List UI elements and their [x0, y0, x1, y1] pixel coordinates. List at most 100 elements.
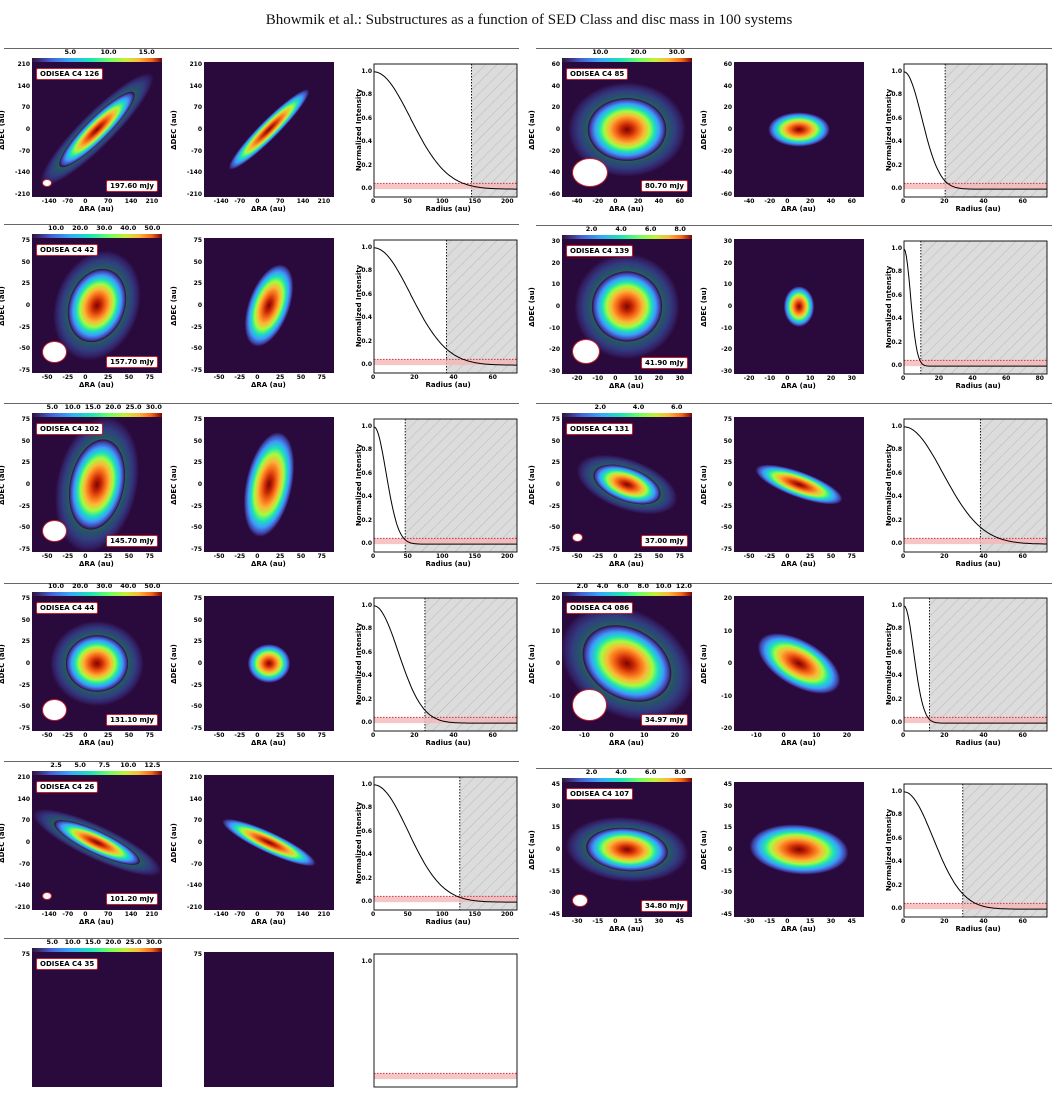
colorbar-tick: 8.0: [637, 582, 650, 590]
colorbar-gradient: [32, 948, 162, 953]
y-tick: 0.6: [361, 290, 372, 298]
y-tick: -210: [186, 191, 202, 198]
noise-band: [904, 717, 1047, 724]
y-tick: 0.4: [361, 138, 372, 146]
x-tick: -30: [743, 918, 755, 925]
beam-ellipse: [42, 178, 52, 187]
y-tick: 60: [551, 61, 560, 68]
y-tick: 0.4: [361, 672, 372, 680]
y-tick: 0.4: [891, 138, 902, 146]
y-tick: 70: [21, 817, 30, 825]
y-tick: 0: [25, 126, 30, 133]
x-tick: 25: [104, 553, 113, 560]
x-tick: 75: [145, 553, 154, 560]
source-name-label: ODISEA C4 107: [566, 788, 634, 800]
colorbar-gradient: [32, 234, 162, 239]
x-tick: 0: [371, 374, 376, 381]
y-tick: 0.0: [361, 540, 372, 548]
noise-band: [904, 903, 1047, 910]
x-tick: 60: [1018, 918, 1027, 925]
x-tick: -70: [234, 198, 246, 205]
x-axis-label: ΔRA (au): [781, 925, 816, 933]
radial-profile-panel: 1.0 0.8 0.6 0.4 0.2 0.0 0 50 100 150 200 Radius (au…: [352, 417, 518, 582]
y-tick: -50: [191, 345, 202, 353]
y-tick: 75: [193, 951, 202, 958]
model-disc: [757, 633, 841, 694]
y-tick: 0.4: [891, 672, 902, 680]
y-tick: 0.8: [891, 91, 902, 99]
image-panel: ODISEA C4 85 80.70 mJy 60 40 20 0 -20 -40 -60 -40…: [528, 61, 698, 227]
row-separator: [4, 224, 519, 225]
x-tick: 140: [124, 911, 138, 918]
y-axis-label: ΔDEC (au): [0, 109, 6, 150]
x-tick: 25: [276, 553, 285, 560]
outside-disc-region: [980, 419, 1047, 552]
y-axis-label: Normalized Intensity: [355, 88, 364, 171]
x-tick: 20: [940, 553, 949, 560]
x-tick: -50: [213, 732, 225, 739]
image-panel: ODISEA C4 126 197.60 mJy 210 140 70 0 -70 -140-…: [0, 61, 168, 227]
y-tick: 0.4: [891, 858, 902, 866]
observed-disc: [587, 98, 667, 161]
y-tick: 0.4: [361, 493, 372, 501]
x-tick: 50: [296, 732, 306, 739]
x-axis-label: ΔRA (au): [251, 205, 286, 213]
x-axis-label: ΔRA (au): [609, 205, 644, 213]
x-tick: -15: [592, 918, 604, 925]
y-tick: -25: [721, 502, 732, 510]
model-image: [734, 782, 864, 917]
y-tick: 0: [197, 481, 202, 488]
noise-band: [904, 360, 1047, 367]
x-tick: 75: [847, 553, 856, 560]
model-image: [204, 238, 334, 373]
radial-profile-plot: [373, 953, 518, 1088]
y-tick: 25: [193, 280, 202, 288]
y-tick: 1.0: [891, 244, 902, 252]
y-tick: -20: [549, 147, 560, 155]
observed-disc: [65, 635, 129, 692]
row-separator: [4, 48, 519, 49]
x-tick: -10: [764, 375, 776, 382]
colorbar-tick: 15.0: [138, 48, 155, 56]
y-tick: 0.8: [361, 625, 372, 633]
x-tick: -15: [764, 918, 776, 925]
y-tick: 0: [727, 846, 732, 853]
y-tick: 0.2: [891, 338, 902, 346]
model-panel: 75 50 25 0 -25 -50 -75 -50 -25 0 25 50 75 ΔRA (au) ΔDE…: [170, 595, 340, 761]
source-name-label: ODISEA C4 42: [36, 244, 99, 256]
y-tick: 15: [551, 824, 560, 832]
radial-profile-panel: 1.0 0.8 0.6 0.4 0.2 0.0 0 20 40 60 80 Radius (au) No…: [882, 239, 1048, 404]
x-tick: 40: [968, 375, 977, 382]
image-panel: ODISEA C4 131 37.00 mJy 75 50 25 0 -25 -50 -75 -5…: [528, 416, 698, 582]
y-tick: -25: [191, 323, 202, 331]
x-tick: 15: [634, 918, 643, 925]
colorbar: 2.0 4.0 6.0 8.0 10.0 12.0: [562, 582, 692, 597]
x-tick: -70: [62, 198, 74, 205]
x-tick: -25: [764, 553, 776, 560]
y-tick: 0.0: [891, 719, 902, 727]
y-tick: 1.0: [361, 601, 372, 609]
y-tick: 0.2: [891, 695, 902, 703]
y-tick: 1.0: [361, 780, 372, 788]
x-axis-label: ΔRA (au): [251, 739, 286, 747]
radial-profile-panel: 1.0 0.8 0.6 0.4 0.2 0.0 0 50 100 150 200 Radius (au…: [352, 775, 518, 940]
x-tick: 50: [124, 374, 134, 381]
colorbar-tick: 10.0: [592, 48, 609, 56]
y-tick: -75: [191, 725, 202, 732]
x-tick: -25: [234, 732, 246, 739]
colorbar: 10.0 20.0 30.0 40.0 50.0: [32, 224, 162, 239]
model-panel: 75 50 25 0 -25 -50 -75 -50 -25 0 25 50 75 ΔRA (au) ΔDE…: [170, 416, 340, 582]
y-tick: 1.0: [891, 422, 902, 430]
radial-axes-frame: [903, 783, 1048, 918]
x-tick: 100: [436, 198, 449, 205]
colorbar: 2.0 4.0 6.0 8.0: [562, 768, 692, 783]
noise-band: [374, 896, 517, 903]
model-image: [734, 596, 864, 731]
y-axis-label: ΔDEC (au): [169, 285, 178, 326]
x-tick: 0: [901, 375, 906, 382]
y-tick: -25: [19, 323, 30, 331]
y-tick: 30: [723, 238, 732, 245]
x-tick: 150: [468, 553, 482, 560]
colorbar-tick: 4.0: [632, 403, 645, 411]
y-tick: 70: [193, 817, 202, 825]
